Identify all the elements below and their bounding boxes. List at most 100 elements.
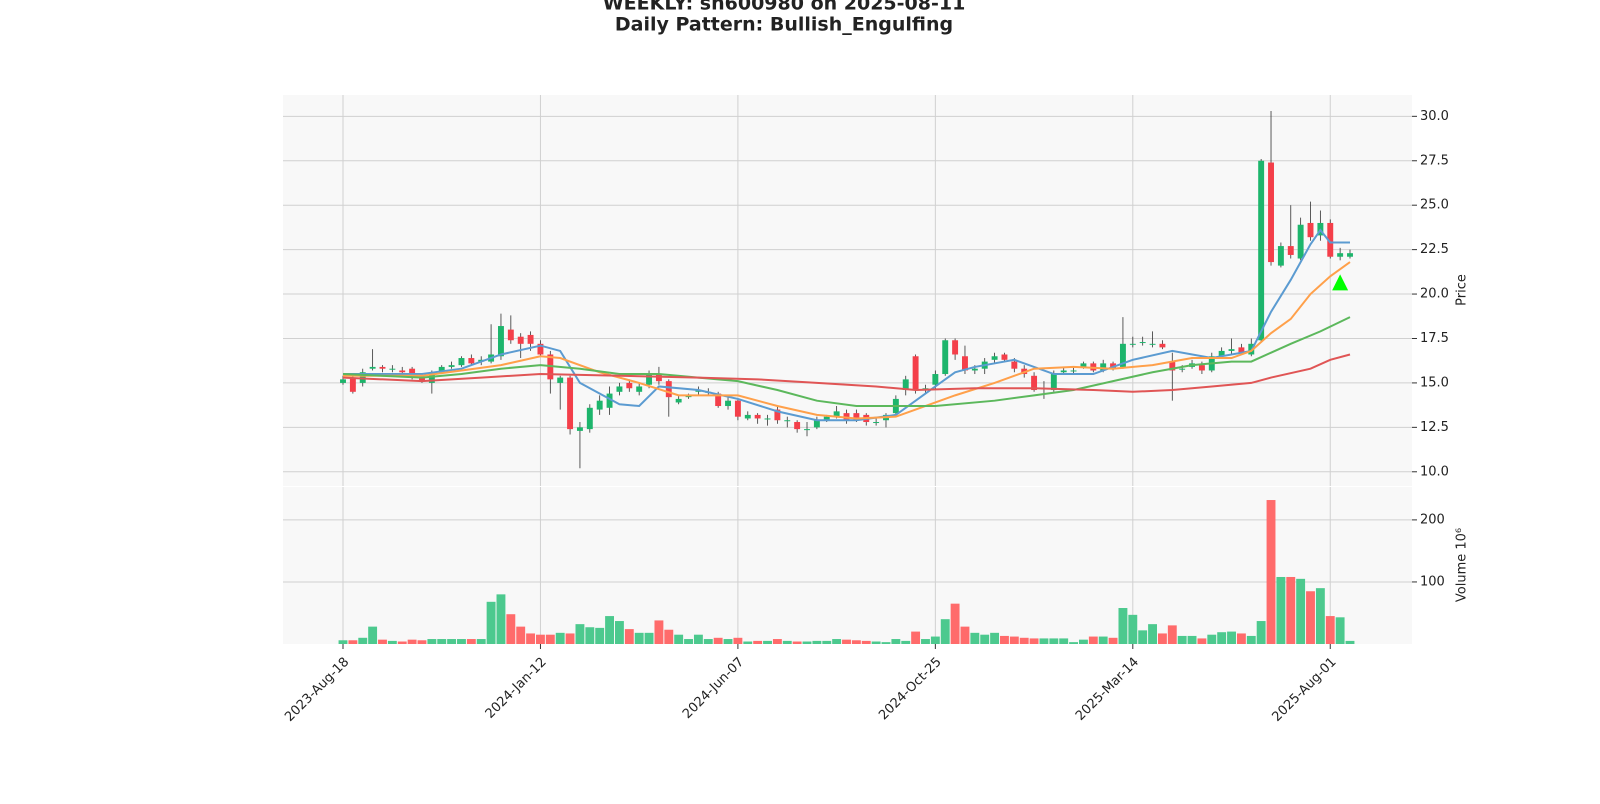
y-tick-label: 20.0 <box>1420 287 1449 302</box>
candle-body <box>1070 370 1077 372</box>
x-tick-label: 2024-Jun-07 <box>680 655 747 722</box>
candle-body <box>1139 342 1146 344</box>
volume-bar <box>980 634 990 644</box>
volume-bar <box>447 639 457 644</box>
candle-body <box>1268 162 1274 263</box>
volume-bar <box>1118 608 1128 644</box>
volume-bar <box>1207 634 1217 644</box>
y-tick-label: 27.5 <box>1420 153 1449 168</box>
volume-bar <box>397 641 407 644</box>
candle-body <box>971 368 978 371</box>
chart-title: WEEKLY: sh600980 on 2025-08-11 <box>603 0 966 15</box>
volume-bar <box>644 632 654 644</box>
candle-body <box>1327 222 1334 257</box>
volume-bar <box>466 639 476 644</box>
volume-bar <box>861 640 871 644</box>
moving-average-line <box>342 316 1351 408</box>
volume-bar <box>1325 616 1335 644</box>
volume-bar <box>1197 638 1207 644</box>
candle-body <box>744 414 751 419</box>
candle-body <box>1119 343 1126 367</box>
volume-bar <box>842 639 851 644</box>
candle-body <box>1218 350 1225 357</box>
volume-bar <box>802 641 812 644</box>
candle-body <box>1228 349 1235 351</box>
candle-body <box>576 427 583 431</box>
volume-bar <box>782 640 792 644</box>
volume-bar <box>1167 625 1177 644</box>
candle-body <box>537 343 544 355</box>
candle-body <box>1297 224 1304 259</box>
candle-body <box>567 377 574 430</box>
candle-body <box>527 334 534 344</box>
y-tick-label: 15.0 <box>1420 375 1449 390</box>
candle-body <box>952 340 959 355</box>
volume-bar <box>743 641 753 644</box>
moving-average-line <box>342 353 1351 393</box>
volume-bar <box>1059 638 1069 644</box>
candle-body <box>725 400 731 407</box>
volume-bar <box>634 632 644 644</box>
x-tick-label: 2025-Aug-01 <box>1269 655 1339 725</box>
volume-bar <box>1049 638 1059 644</box>
candle-body <box>813 420 820 428</box>
candle-body <box>764 418 771 420</box>
candle-body <box>962 356 968 371</box>
volume-bar <box>1069 642 1079 644</box>
candle-body <box>665 381 672 398</box>
candle-body <box>784 420 791 422</box>
candle-body <box>606 393 613 408</box>
candle-body <box>912 356 919 391</box>
volume-bar <box>1296 578 1306 644</box>
volume-bar <box>1246 635 1256 644</box>
candle-body <box>1287 246 1294 255</box>
candle-body <box>942 340 949 375</box>
candle-body <box>616 386 623 392</box>
volume-bar <box>940 619 950 644</box>
y-tick-label: 22.5 <box>1420 242 1449 257</box>
volume-bar <box>476 639 486 644</box>
volume-bar <box>1335 617 1345 644</box>
candle-body <box>596 400 603 410</box>
moving-average-line <box>343 228 1350 422</box>
volume-bar <box>358 637 368 644</box>
volume-bar <box>723 639 733 644</box>
volume-bar <box>733 637 743 644</box>
volume-bar <box>1029 638 1039 644</box>
candle-body <box>734 400 741 417</box>
volume-bar <box>1276 576 1286 644</box>
candle-body <box>804 429 810 431</box>
candle-body <box>991 356 998 360</box>
volume-bar <box>1019 637 1029 644</box>
y-tick-label: 25.0 <box>1420 198 1449 213</box>
candle-body <box>1011 361 1018 369</box>
volume-bar <box>555 632 565 644</box>
candle-body <box>1337 253 1344 257</box>
volume-bar <box>1009 636 1019 644</box>
volume-bar <box>565 633 575 644</box>
y-tick-label: 10.0 <box>1420 464 1449 479</box>
volume-bar <box>1217 632 1227 644</box>
x-tick-label: 2024-Oct-25 <box>876 655 944 723</box>
volume-bar <box>624 629 634 644</box>
volume-bar <box>654 620 664 644</box>
volume-bar <box>1306 591 1315 644</box>
candle-body <box>379 366 386 369</box>
volume-bar <box>772 639 782 644</box>
volume-bar <box>753 640 763 644</box>
volume-bar <box>911 631 921 644</box>
candle-body <box>1149 343 1156 345</box>
volume-bar <box>585 627 595 644</box>
candle-body <box>586 407 593 430</box>
volume-bar <box>881 642 891 644</box>
volume-bar <box>832 639 842 644</box>
volume-bar <box>950 603 960 644</box>
volume-bar <box>792 641 802 644</box>
volume-bar <box>930 636 940 644</box>
chart-subtitle: Daily Pattern: Bullish_Engulfing <box>615 14 953 36</box>
volume-bar <box>1227 631 1236 644</box>
volume-bar <box>970 632 980 644</box>
volume-bar <box>595 627 605 644</box>
volume-bar <box>713 637 723 644</box>
